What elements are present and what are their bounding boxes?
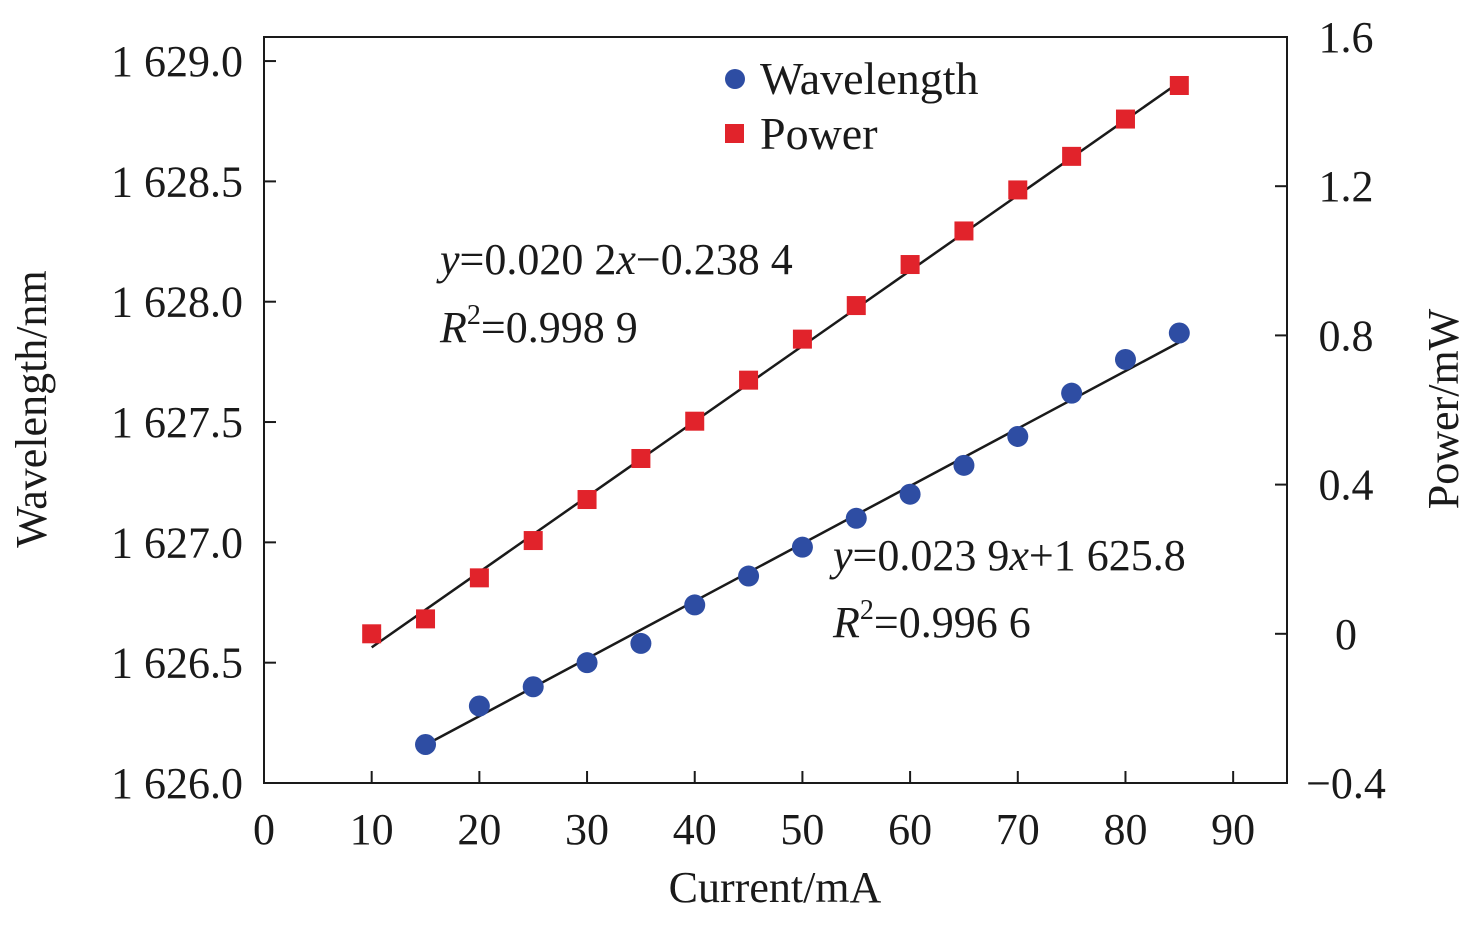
data-point-power	[900, 255, 920, 275]
data-point-wavelength	[1114, 348, 1136, 370]
data-point-power	[685, 411, 705, 431]
wavelength-fit-equation: y=0.023 9x+1 625.8	[829, 531, 1186, 580]
power-fit-r2: R2=0.998 9	[439, 300, 638, 352]
power-fit-annotation: y=0.020 2x−0.238 4 R2=0.998 9	[436, 235, 793, 352]
data-point-power	[792, 329, 812, 349]
fit-lines	[370, 81, 1181, 746]
plot-frame	[263, 36, 1288, 784]
data-point-power	[739, 370, 759, 390]
data-point-wavelength	[899, 483, 921, 505]
data-point-wavelength	[1007, 425, 1029, 447]
data-point-wavelength	[684, 594, 706, 616]
x-tick-label: 50	[780, 805, 824, 854]
data-point-wavelength	[1168, 322, 1190, 344]
y-axis-right-label: Power/mW	[1419, 308, 1468, 509]
x-tick-label: 90	[1211, 805, 1255, 854]
data-point-power	[416, 609, 436, 629]
x-tick-label: 60	[888, 805, 932, 854]
y-left-tick-label: 1 628.5	[111, 157, 243, 206]
legend-marker-wavelength	[725, 69, 745, 89]
data-point-power	[631, 448, 651, 468]
y-axis-left: 1 626.0 1 626.5 1 627.0 1 627.5 1 628.0 1 628…	[111, 37, 276, 808]
y-left-tick-label: 1 629.0	[111, 37, 243, 86]
data-point-wavelength	[738, 565, 760, 587]
y-axis-right: −0.4 0 0.4 0.8 1.2 1.6	[1275, 13, 1386, 808]
x-tick-label: 80	[1103, 805, 1147, 854]
x-axis: 0 10 20 30 40 50 60 70 80 90	[253, 771, 1255, 854]
plot-frame-layer	[263, 36, 1288, 784]
y-right-tick-label: 0.4	[1319, 461, 1374, 510]
data-point-power	[469, 568, 489, 588]
data-point-wavelength	[468, 695, 490, 717]
data-point-wavelength	[576, 652, 598, 674]
data-point-power	[362, 624, 382, 644]
data-point-power	[954, 221, 974, 241]
data-point-wavelength	[630, 632, 652, 654]
y-left-tick-label: 1 626.0	[111, 759, 243, 808]
y-right-tick-label: 1.6	[1319, 13, 1374, 62]
wavelength-fit-r2: R2=0.996 6	[832, 595, 1031, 647]
data-point-wavelength	[1061, 382, 1083, 404]
data-point-wavelength	[845, 507, 867, 529]
data-point-power	[1008, 180, 1028, 200]
y-left-tick-label: 1 628.0	[111, 278, 243, 327]
data-point-power	[846, 296, 866, 316]
x-axis-label: Current/mA	[669, 863, 882, 912]
y-axis-left-label: Wavelength/nm	[7, 270, 56, 548]
power-fit-equation: y=0.020 2x−0.238 4	[436, 235, 793, 284]
data-point-wavelength	[415, 733, 437, 755]
data-point-power	[523, 531, 543, 551]
legend-label-wavelength: Wavelength	[760, 53, 979, 104]
x-tick-label: 10	[350, 805, 394, 854]
data-points	[362, 75, 1190, 755]
wavelength-fit-annotation: y=0.023 9x+1 625.8 R2=0.996 6	[829, 531, 1186, 647]
legend-marker-power	[725, 124, 744, 143]
fit-line-power	[370, 81, 1181, 649]
data-point-power	[577, 490, 597, 510]
y-right-tick-label: −0.4	[1306, 759, 1386, 808]
y-left-tick-label: 1 627.5	[111, 398, 243, 447]
data-point-power	[1115, 109, 1135, 129]
y-right-tick-label: 0	[1335, 610, 1357, 659]
data-point-wavelength	[791, 536, 813, 558]
legend: Wavelength Power	[725, 53, 979, 159]
x-tick-label: 40	[673, 805, 717, 854]
data-point-power	[1169, 75, 1189, 95]
y-right-tick-label: 0.8	[1319, 311, 1374, 360]
x-tick-label: 0	[253, 805, 275, 854]
x-tick-label: 20	[457, 805, 501, 854]
data-point-wavelength	[953, 454, 975, 476]
legend-label-power: Power	[760, 108, 878, 159]
y-left-tick-label: 1 626.5	[111, 639, 243, 688]
data-point-wavelength	[522, 676, 544, 698]
x-tick-label: 30	[565, 805, 609, 854]
x-tick-label: 70	[996, 805, 1040, 854]
y-right-tick-label: 1.2	[1319, 162, 1374, 211]
data-point-power	[1062, 146, 1082, 166]
y-left-tick-label: 1 627.0	[111, 518, 243, 567]
